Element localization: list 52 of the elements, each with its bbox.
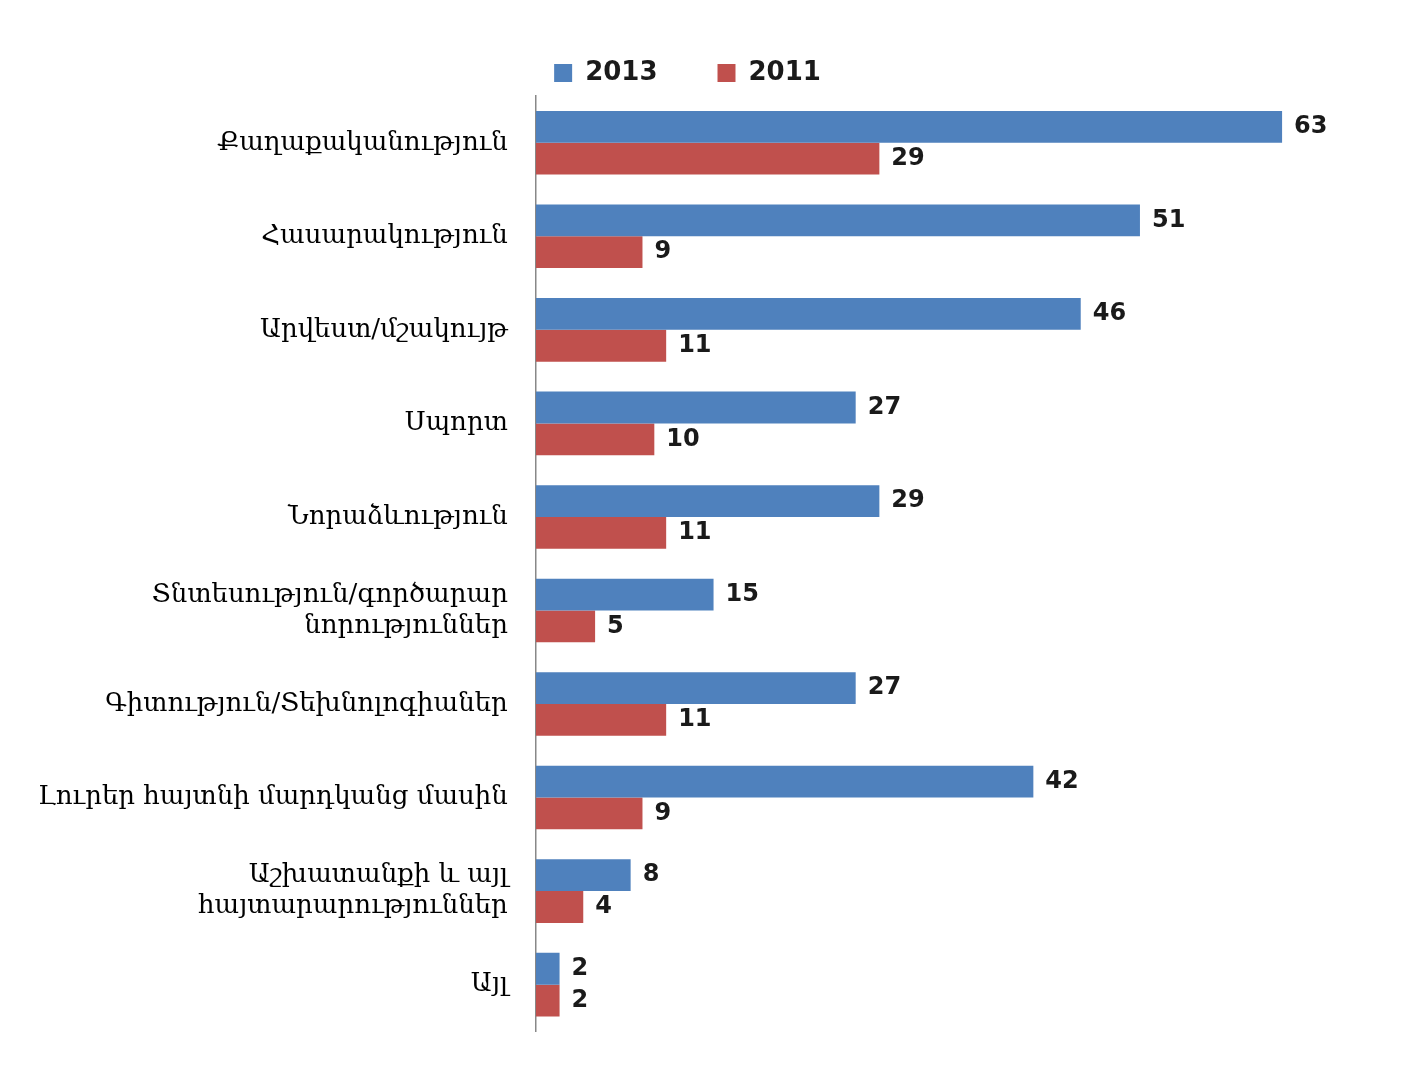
data-label: 9	[654, 236, 672, 265]
bar	[535, 891, 584, 923]
y-tick-label: Հասարակություն	[261, 219, 508, 250]
y-tick-label: Տնտեսություն/գործարար նորություններ	[151, 577, 509, 639]
y-tick-label: Քաղաքականություն	[217, 125, 508, 156]
data-label: 29	[891, 142, 925, 171]
bar	[535, 704, 667, 736]
bar	[535, 672, 856, 705]
bar	[535, 578, 714, 611]
data-label: 11	[678, 704, 712, 733]
legend-label: 2011	[748, 55, 821, 86]
bar	[535, 984, 560, 1017]
data-label: 51	[1151, 204, 1186, 233]
y-tick-label: Գիտություն/Տեխնոլոգիաներ	[105, 686, 509, 717]
data-label: 2	[571, 984, 589, 1013]
bar	[535, 204, 1140, 237]
bar	[535, 952, 560, 985]
bar	[535, 236, 643, 269]
data-label: 63	[1294, 111, 1328, 140]
bar	[535, 485, 880, 517]
data-label: 15	[725, 578, 759, 607]
data-label: 11	[678, 517, 712, 546]
data-label: 9	[654, 797, 672, 826]
y-tick-label: Այլ	[470, 967, 511, 998]
data-label: 27	[867, 391, 902, 420]
bar	[535, 610, 596, 643]
y-tick-label: Աշխատանքի և այլ հայտարարություններ	[198, 858, 511, 920]
data-label: 10	[666, 423, 700, 452]
bar	[535, 797, 643, 830]
bar	[535, 329, 667, 362]
data-label: 42	[1045, 765, 1079, 794]
y-tick-label: Նորաձևություն	[287, 499, 508, 530]
data-label: 8	[642, 859, 660, 888]
y-tick-label: Սպորտ	[404, 406, 508, 437]
data-label: 29	[891, 485, 925, 514]
data-label: 4	[595, 891, 612, 920]
bar	[535, 765, 1034, 798]
y-tick-label: Լուրեր հայտնի մարդկանց մասին	[37, 780, 508, 811]
bar	[535, 298, 1081, 330]
y-tick-label: Արվեստ/մշակույթ	[259, 312, 509, 343]
bar	[535, 516, 667, 549]
bar	[535, 859, 631, 892]
bar	[535, 110, 1283, 143]
data-label: 11	[678, 329, 712, 358]
bar	[535, 391, 856, 424]
data-label: 5	[607, 610, 624, 639]
data-label: 46	[1092, 298, 1127, 327]
bar	[535, 423, 655, 456]
data-label: 27	[867, 672, 902, 701]
data-label: 2	[571, 952, 589, 981]
legend-label: 2013	[585, 55, 658, 86]
bar	[535, 142, 880, 175]
